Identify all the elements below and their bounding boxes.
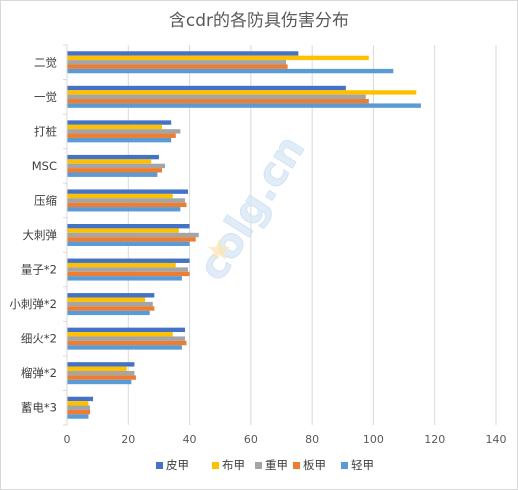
- bar: [67, 414, 89, 419]
- bar: [67, 133, 176, 138]
- legend-label: 布甲: [222, 458, 245, 472]
- bar: [67, 224, 190, 229]
- x-tick-label: 140: [486, 433, 507, 446]
- bar: [67, 55, 369, 61]
- bar: [67, 409, 90, 415]
- bar: [67, 366, 127, 371]
- bar: [67, 375, 136, 380]
- legend-label: 轻甲: [351, 458, 374, 472]
- bar: [67, 90, 417, 95]
- legend-label: 板甲: [303, 458, 326, 472]
- gridlines: [127, 45, 497, 425]
- bar: [67, 293, 155, 298]
- watermark: colg.cn: [189, 127, 314, 289]
- bar: [67, 267, 189, 272]
- bar: [67, 168, 162, 173]
- bar: [67, 172, 158, 177]
- bar: [67, 405, 90, 410]
- bar: [67, 154, 159, 160]
- bar: [67, 327, 185, 333]
- category-label: 榴弹*2: [21, 366, 57, 380]
- bar: [67, 258, 190, 263]
- bar: [67, 60, 287, 65]
- bar: [67, 198, 185, 203]
- bar: [67, 237, 196, 242]
- legend-label: 重甲: [265, 458, 288, 472]
- bar: [67, 396, 94, 402]
- bar: [67, 189, 189, 194]
- bar: [67, 241, 190, 246]
- bar: [67, 85, 346, 91]
- bar: [67, 193, 173, 199]
- bar: [67, 137, 172, 143]
- bar: [67, 379, 132, 385]
- bar: [67, 120, 172, 125]
- bar: [67, 370, 135, 376]
- watermark-star: [208, 239, 230, 260]
- x-tick-label: 120: [424, 433, 445, 446]
- x-tick-label: 60: [244, 433, 258, 446]
- category-label: 细火*2: [21, 332, 57, 346]
- category-label: 打桩: [34, 124, 57, 138]
- category-label: 大刺弹: [23, 228, 58, 242]
- bar: [67, 159, 152, 164]
- bar: [67, 64, 288, 69]
- bar: [67, 336, 185, 341]
- x-tick-label: 0: [64, 433, 71, 446]
- bar: [67, 51, 299, 56]
- bar: [67, 262, 176, 268]
- chart-title: 含cdr的各防具伤害分布: [169, 11, 349, 31]
- bar: [67, 232, 199, 238]
- bar: [67, 271, 190, 277]
- bar: [67, 228, 179, 233]
- legend: 皮甲 布甲 重甲 板甲 轻甲: [156, 458, 374, 472]
- bar: [67, 103, 421, 108]
- bar: [67, 202, 187, 208]
- category-label: 一觉: [34, 90, 57, 104]
- category-label: 小刺弹*2: [9, 297, 57, 311]
- bar: [67, 68, 394, 74]
- x-tick-label: 100: [363, 433, 384, 446]
- watermark-text: colg.cn: [190, 128, 314, 289]
- x-tick-label: 40: [183, 433, 197, 446]
- bar: [67, 345, 182, 350]
- bar: [67, 124, 162, 130]
- legend-swatch: [255, 462, 262, 469]
- bar: [67, 306, 155, 311]
- bar: [67, 362, 135, 367]
- category-label: 量子*2: [21, 263, 57, 277]
- category-label: 压缩: [34, 193, 57, 207]
- bar: [67, 332, 173, 337]
- legend-label: 皮甲: [166, 458, 189, 472]
- bars: [67, 51, 421, 419]
- bar: [67, 276, 182, 281]
- bar: [67, 207, 181, 212]
- legend-swatch: [156, 462, 163, 469]
- bar: [67, 163, 166, 169]
- bar: [67, 301, 153, 307]
- legend-swatch: [293, 462, 300, 469]
- bar: [67, 310, 150, 316]
- x-tick-label: 20: [121, 433, 135, 446]
- category-label: MSC: [32, 159, 57, 173]
- bar: [67, 99, 369, 104]
- category-label: 二觉: [34, 55, 57, 69]
- bar: [67, 297, 146, 302]
- bar: [67, 94, 366, 100]
- category-label: 蓄电*3: [21, 401, 57, 415]
- x-tick-label: 80: [305, 433, 319, 446]
- bar: [67, 129, 181, 134]
- bar: [67, 340, 187, 346]
- legend-swatch: [212, 462, 219, 469]
- bar: [67, 401, 89, 406]
- legend-swatch: [341, 462, 348, 469]
